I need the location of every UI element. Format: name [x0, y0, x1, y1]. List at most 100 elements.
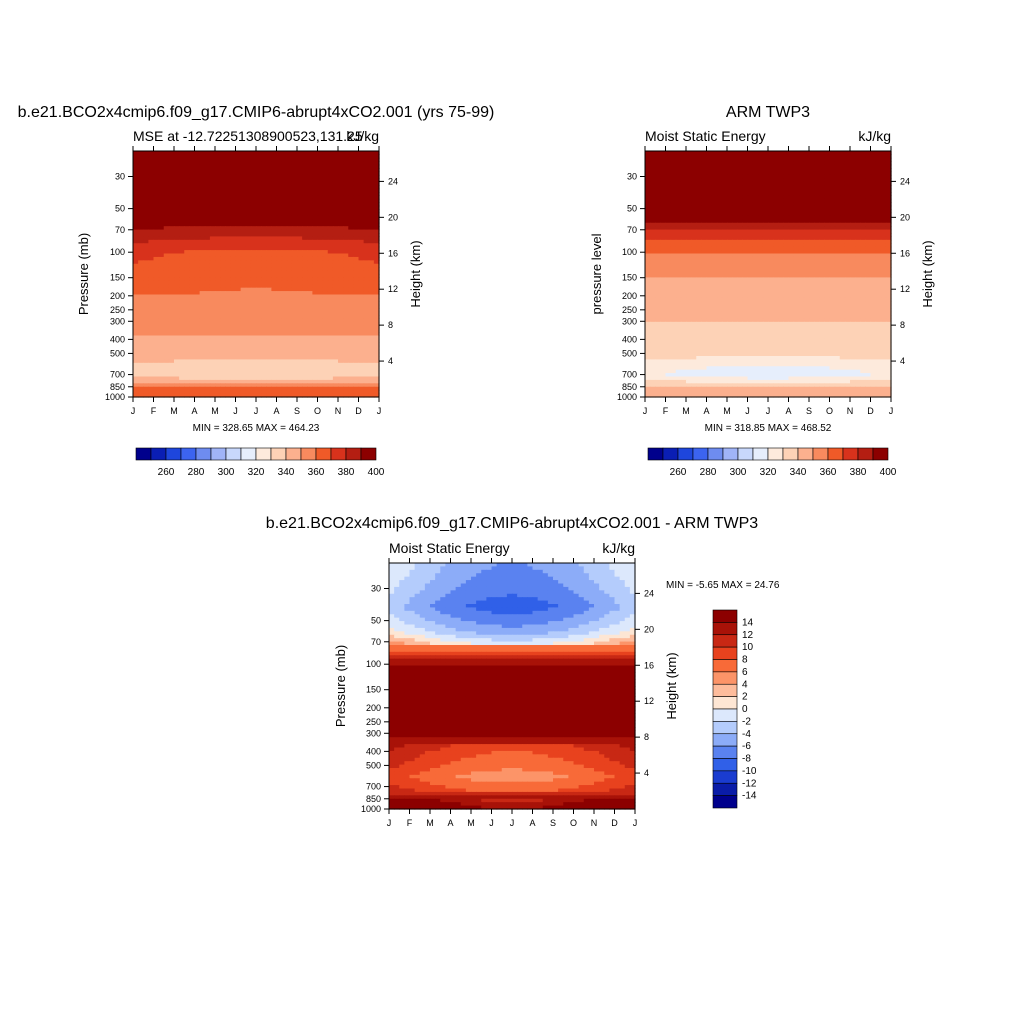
- contour-cell: [752, 222, 759, 227]
- contour-cell: [204, 195, 211, 200]
- contour-cell: [194, 304, 201, 309]
- contour-cell: [701, 205, 708, 210]
- contour-cell: [358, 311, 365, 316]
- contour-cell: [322, 174, 329, 179]
- contour-cell: [240, 390, 247, 395]
- contour-cell: [250, 267, 257, 272]
- contour-cell: [839, 178, 846, 183]
- contour-cell: [168, 356, 175, 361]
- contour-cell: [332, 274, 339, 279]
- contour-cell: [276, 222, 283, 227]
- contour-cell: [368, 263, 375, 268]
- contour-cell: [215, 222, 221, 227]
- contour-cell: [153, 267, 160, 272]
- contour-cell: [225, 222, 231, 227]
- contour-cell: [184, 308, 190, 313]
- contour-cell: [650, 226, 656, 231]
- contour-cell: [138, 352, 144, 357]
- contour-cell: [133, 315, 139, 320]
- contour-cell: [215, 373, 221, 378]
- contour-cell: [250, 390, 257, 395]
- contour-cell: [343, 171, 349, 176]
- contour-cell: [220, 202, 226, 207]
- contour-cell: [675, 209, 682, 214]
- contour-cell: [158, 321, 165, 326]
- contour-cell: [245, 356, 252, 361]
- contour-cell: [701, 243, 708, 248]
- contour-cell: [675, 233, 682, 238]
- contour-cell: [271, 349, 278, 354]
- contour-cell: [245, 256, 252, 261]
- contour-cell: [327, 161, 334, 166]
- contour-cell: [358, 185, 365, 190]
- contour-cell: [757, 151, 764, 156]
- contour-cell: [163, 161, 170, 166]
- contour-cell: [158, 297, 165, 302]
- contour-cell: [297, 243, 303, 248]
- contour-cell: [230, 328, 237, 333]
- contour-cell: [742, 174, 749, 179]
- contour-cell: [138, 161, 144, 166]
- contour-cell: [133, 369, 139, 374]
- contour-cell: [240, 376, 247, 381]
- contour-cell: [368, 209, 375, 214]
- contour-cell: [798, 164, 805, 169]
- contour-cell: [194, 151, 201, 156]
- contour-cell: [286, 157, 293, 162]
- contour-cell: [230, 192, 237, 197]
- contour-cell: [225, 168, 231, 173]
- contour-cell: [235, 212, 242, 217]
- contour-cell: [660, 161, 667, 166]
- contour-cell: [153, 321, 160, 326]
- contour-cell: [240, 345, 247, 350]
- contour-cell: [168, 308, 175, 313]
- contour-cell: [773, 198, 779, 203]
- contour-cell: [363, 332, 370, 337]
- contour-cell: [204, 168, 211, 173]
- contour-cell: [204, 318, 211, 323]
- contour-cell: [338, 362, 344, 367]
- contour-cell: [163, 376, 170, 381]
- contour-cell: [696, 212, 702, 217]
- contour-cell: [250, 157, 257, 162]
- contour-cell: [138, 376, 144, 381]
- contour-cell: [199, 386, 206, 391]
- contour-cell: [307, 393, 313, 398]
- contour-cell: [317, 294, 324, 299]
- contour-cell: [250, 195, 257, 200]
- contour-cell: [148, 164, 155, 169]
- contour-cell: [373, 239, 380, 244]
- contour-cell: [332, 260, 339, 265]
- contour-cell: [824, 219, 831, 224]
- contour-cell: [752, 178, 759, 183]
- contour-cell: [368, 215, 375, 220]
- contour-cell: [322, 233, 329, 238]
- contour-cell: [179, 369, 185, 374]
- contour-cell: [353, 369, 360, 374]
- contour-cell: [343, 267, 349, 272]
- colorbar-swatch: [285, 447, 302, 461]
- contour-cell: [358, 321, 365, 326]
- contour-cell: [696, 233, 702, 238]
- x-tick-label: J: [254, 406, 259, 416]
- contour-cell: [168, 161, 175, 166]
- contour-cell: [174, 304, 180, 309]
- contour-cell: [680, 198, 687, 203]
- contour-cell: [768, 215, 774, 220]
- contour-cell: [153, 154, 160, 159]
- contour-cell: [798, 171, 805, 176]
- contour-cell: [235, 236, 242, 241]
- contour-cell: [338, 154, 344, 159]
- contour-cell: [680, 215, 687, 220]
- contour-cell: [194, 161, 201, 166]
- contour-cell: [168, 253, 175, 258]
- contour-cell: [645, 233, 651, 238]
- contour-cell: [686, 246, 692, 251]
- contour-cell: [322, 297, 329, 302]
- contour-cell: [343, 185, 349, 190]
- contour-cell: [660, 215, 667, 220]
- contour-cell: [230, 338, 237, 343]
- contour-cell: [727, 188, 733, 193]
- contour-cell: [844, 157, 851, 162]
- contour-cell: [194, 277, 201, 282]
